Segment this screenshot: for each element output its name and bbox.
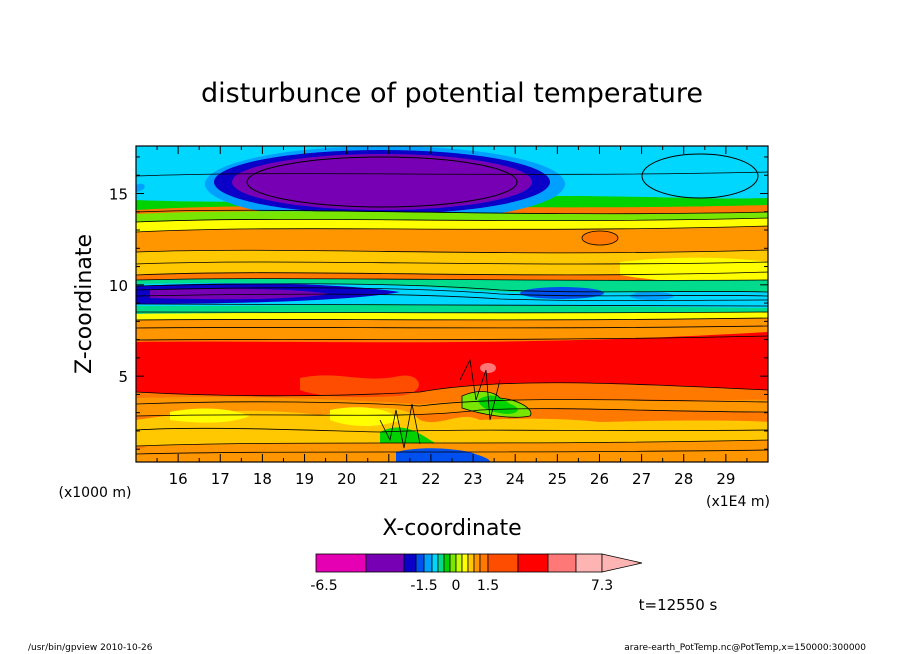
band-gold xyxy=(136,250,768,275)
colorbar-swatch xyxy=(431,553,439,573)
x-tick-label: 17 xyxy=(211,470,230,488)
x-tick-label: 24 xyxy=(506,470,525,488)
colorbar: -6.5 -1.5 0 1.5 7.3 xyxy=(310,553,643,594)
band-red xyxy=(136,332,768,396)
colorbar-swatch xyxy=(365,553,405,573)
colorbar-swatch xyxy=(467,553,475,573)
colorbar-label: 0 xyxy=(452,578,461,594)
contour-lines xyxy=(136,171,768,455)
x-tick-label: 19 xyxy=(295,470,314,488)
colorbar-swatch xyxy=(517,553,549,573)
colorbar-swatch xyxy=(443,553,451,573)
x-axis: 16 17 18 19 20 21 22 23 24 25 26 27 28 29 xyxy=(156,146,748,488)
region-cold-right-blue xyxy=(520,287,604,299)
y-tick-label: 5 xyxy=(118,368,128,386)
colorbar-swatch xyxy=(403,553,417,573)
region-orange-blob xyxy=(581,230,619,246)
y-axis-label: Z-coordinate xyxy=(72,234,97,374)
colorbar-label: -6.5 xyxy=(310,578,337,594)
region-yellow-right xyxy=(620,257,768,285)
x-tick-label: 16 xyxy=(169,470,188,488)
x-tick-label: 26 xyxy=(590,470,609,488)
band-yellow-2 xyxy=(136,312,768,320)
contour-field xyxy=(136,146,768,462)
colorbar-swatch xyxy=(315,553,367,573)
band-orange-2 xyxy=(136,318,768,340)
x-tick-label: 18 xyxy=(253,470,272,488)
time-label: t=12550 s xyxy=(639,596,718,614)
region-red-notch xyxy=(300,375,419,398)
colorbar-swatch xyxy=(487,553,519,573)
colorbar-swatch xyxy=(575,553,603,573)
band-orange-1 xyxy=(136,226,768,253)
y-tick-label: 10 xyxy=(109,277,128,295)
x-tick-label: 27 xyxy=(632,470,651,488)
colorbar-swatch xyxy=(449,553,457,573)
colorbar-swatch xyxy=(437,553,445,573)
x-tick-label: 23 xyxy=(464,470,483,488)
colorbar-swatch xyxy=(423,553,433,573)
region-cold-purple xyxy=(150,288,330,300)
x-tick-label: 21 xyxy=(379,470,398,488)
colorbar-label: -1.5 xyxy=(410,578,437,594)
colorbar-extension xyxy=(601,553,643,573)
colorbar-swatch xyxy=(455,553,463,573)
region-convective-gold xyxy=(136,408,768,449)
x-tick-label: 20 xyxy=(337,470,356,488)
chart-title: disturbunce of potential temperature xyxy=(201,78,703,109)
y-axis: 5 10 15 xyxy=(109,156,768,450)
x-tick-label: 29 xyxy=(716,470,735,488)
colorbar-swatch xyxy=(547,553,577,573)
footer-right: arare-earth_PotTemp.nc@PotTemp,x=150000:… xyxy=(624,643,866,653)
footer-left: /usr/bin/gpview 2010-10-26 xyxy=(28,643,153,653)
x-axis-label: X-coordinate xyxy=(382,516,521,541)
region-upper-right-cyan xyxy=(641,153,759,199)
colorbar-swatch xyxy=(479,553,489,573)
colorbar-swatch xyxy=(415,553,425,573)
x-tick-label: 22 xyxy=(421,470,440,488)
region-left-edge-blue xyxy=(136,183,145,192)
colorbar-label: 7.3 xyxy=(591,578,613,594)
colorbar-label: 1.5 xyxy=(477,578,499,594)
x-tick-label: 25 xyxy=(548,470,567,488)
x-unit-label: (x1E4 m) xyxy=(706,494,770,510)
region-conv-yellow-1 xyxy=(170,408,250,423)
region-upper-core xyxy=(246,156,518,208)
region-warm-pink xyxy=(480,363,496,373)
region-conv-yellow-2 xyxy=(330,407,400,426)
x-tick-label: 28 xyxy=(674,470,693,488)
y-unit-label: (x1000 m) xyxy=(59,485,132,501)
colorbar-swatch xyxy=(461,553,469,573)
y-tick-label: 15 xyxy=(109,185,128,203)
colorbar-swatch xyxy=(473,553,481,573)
